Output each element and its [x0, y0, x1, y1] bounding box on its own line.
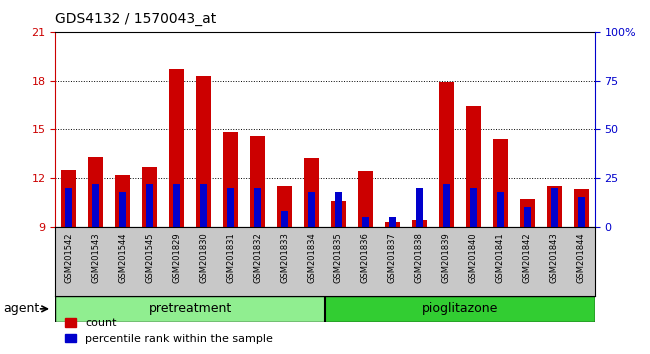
- Bar: [227, 188, 234, 227]
- Bar: [520, 199, 535, 227]
- Text: pretreatment: pretreatment: [148, 302, 232, 315]
- Text: GSM201839: GSM201839: [442, 232, 451, 283]
- Bar: [281, 211, 288, 227]
- Bar: [497, 192, 504, 227]
- Text: GDS4132 / 1570043_at: GDS4132 / 1570043_at: [55, 12, 216, 27]
- Bar: [470, 188, 476, 227]
- Text: GSM201544: GSM201544: [118, 232, 127, 282]
- Bar: [493, 139, 508, 227]
- Bar: [92, 184, 99, 227]
- Bar: [385, 222, 400, 227]
- Text: GSM201841: GSM201841: [496, 232, 505, 283]
- Text: GSM201833: GSM201833: [280, 232, 289, 283]
- Bar: [389, 217, 396, 227]
- Bar: [61, 170, 76, 227]
- Bar: [439, 82, 454, 227]
- Bar: [169, 69, 184, 227]
- Bar: [325, 296, 595, 322]
- Bar: [66, 188, 72, 227]
- Bar: [250, 136, 265, 227]
- Text: GSM201832: GSM201832: [253, 232, 262, 283]
- Bar: [142, 166, 157, 227]
- Bar: [466, 107, 481, 227]
- Text: GSM201838: GSM201838: [415, 232, 424, 283]
- Bar: [574, 189, 589, 227]
- Bar: [551, 188, 558, 227]
- Bar: [88, 157, 103, 227]
- Text: GSM201545: GSM201545: [145, 232, 154, 282]
- Text: GSM201542: GSM201542: [64, 232, 73, 282]
- Text: GSM201837: GSM201837: [388, 232, 397, 283]
- Text: GSM201543: GSM201543: [91, 232, 100, 283]
- Bar: [223, 132, 238, 227]
- Bar: [308, 192, 315, 227]
- Bar: [304, 159, 319, 227]
- Bar: [331, 201, 346, 227]
- Bar: [443, 184, 450, 227]
- Bar: [412, 220, 427, 227]
- Text: GSM201829: GSM201829: [172, 232, 181, 283]
- Bar: [120, 192, 126, 227]
- Bar: [335, 192, 342, 227]
- Bar: [146, 184, 153, 227]
- Text: GSM201842: GSM201842: [523, 232, 532, 283]
- Bar: [358, 171, 373, 227]
- Legend: count, percentile rank within the sample: count, percentile rank within the sample: [61, 314, 278, 348]
- Text: GSM201843: GSM201843: [550, 232, 559, 283]
- Text: GSM201844: GSM201844: [577, 232, 586, 283]
- Bar: [115, 175, 130, 227]
- Text: pioglitazone: pioglitazone: [422, 302, 498, 315]
- Text: GSM201834: GSM201834: [307, 232, 316, 283]
- Text: GSM201830: GSM201830: [199, 232, 208, 283]
- Text: GSM201836: GSM201836: [361, 232, 370, 283]
- Bar: [174, 184, 180, 227]
- Bar: [55, 296, 325, 322]
- Bar: [578, 198, 584, 227]
- Bar: [254, 188, 261, 227]
- Bar: [196, 76, 211, 227]
- Bar: [524, 207, 530, 227]
- Bar: [277, 186, 292, 227]
- Text: GSM201835: GSM201835: [334, 232, 343, 283]
- Bar: [362, 217, 369, 227]
- Bar: [200, 184, 207, 227]
- Text: GSM201840: GSM201840: [469, 232, 478, 283]
- Text: agent: agent: [3, 302, 40, 315]
- Text: GSM201831: GSM201831: [226, 232, 235, 283]
- Bar: [416, 188, 422, 227]
- Bar: [547, 186, 562, 227]
